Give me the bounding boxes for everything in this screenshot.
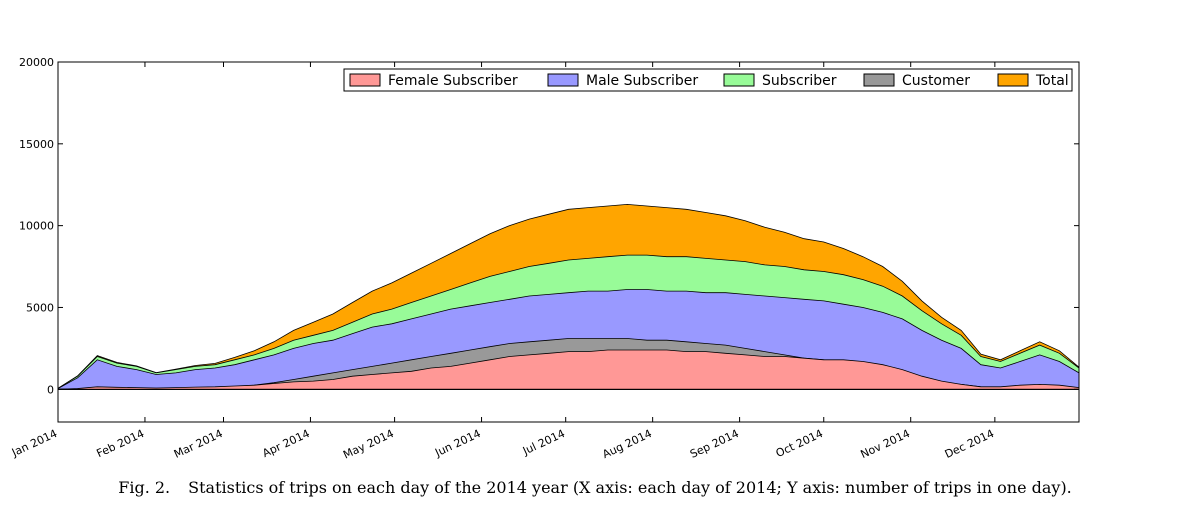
legend-label-female-subscriber: Female Subscriber bbox=[388, 73, 518, 89]
x-tick-label: Dec 2014 bbox=[943, 427, 996, 461]
figure-caption: Fig. 2. Statistics of trips on each day o… bbox=[0, 478, 1190, 497]
series-area-female-subscriber bbox=[57, 349, 1080, 390]
y-tick-label: 15000 bbox=[19, 138, 54, 151]
caption-text: Statistics of trips on each day of the 2… bbox=[188, 478, 1072, 497]
legend-swatch-subscriber bbox=[723, 73, 755, 87]
x-tick-label: Mar 2014 bbox=[172, 427, 225, 461]
caption-label: Fig. 2. bbox=[118, 478, 171, 497]
x-tick-label: Sep 2014 bbox=[688, 427, 741, 461]
x-tick-label: Jun 2014 bbox=[432, 427, 483, 460]
legend-swatch-total bbox=[997, 73, 1029, 87]
legend-swatch-male-subscriber bbox=[547, 73, 579, 87]
legend-swatch-female-subscriber bbox=[349, 73, 381, 87]
legend-label-total: Total bbox=[1035, 73, 1069, 89]
y-axis: 0 5000 10000 15000 20000 bbox=[19, 56, 1079, 396]
y-tick-label: 10000 bbox=[19, 220, 54, 233]
legend-swatch-customer bbox=[863, 73, 895, 87]
legend-label-customer: Customer bbox=[902, 73, 970, 89]
x-tick-label: Oct 2014 bbox=[774, 427, 825, 460]
y-tick-label: 0 bbox=[47, 383, 54, 396]
x-tick-label: May 2014 bbox=[341, 427, 396, 462]
x-tick-label: Feb 2014 bbox=[95, 427, 147, 460]
x-tick-label: Apr 2014 bbox=[260, 427, 311, 460]
plot-frame bbox=[57, 61, 1080, 423]
y-tick-label: 20000 bbox=[19, 56, 54, 69]
legend-label-subscriber: Subscriber bbox=[762, 73, 837, 89]
x-tick-label: Jul 2014 bbox=[520, 427, 567, 458]
x-tick-label: Nov 2014 bbox=[858, 427, 912, 461]
x-tick-label: Aug 2014 bbox=[600, 427, 654, 461]
y-tick-label: 5000 bbox=[26, 301, 54, 314]
series-areas bbox=[57, 203, 1080, 390]
legend: Female Subscriber Male Subscriber Subscrib… bbox=[343, 68, 1073, 92]
legend-label-male-subscriber: Male Subscriber bbox=[586, 73, 698, 89]
x-tick-label: Jan 2014 bbox=[9, 427, 59, 460]
